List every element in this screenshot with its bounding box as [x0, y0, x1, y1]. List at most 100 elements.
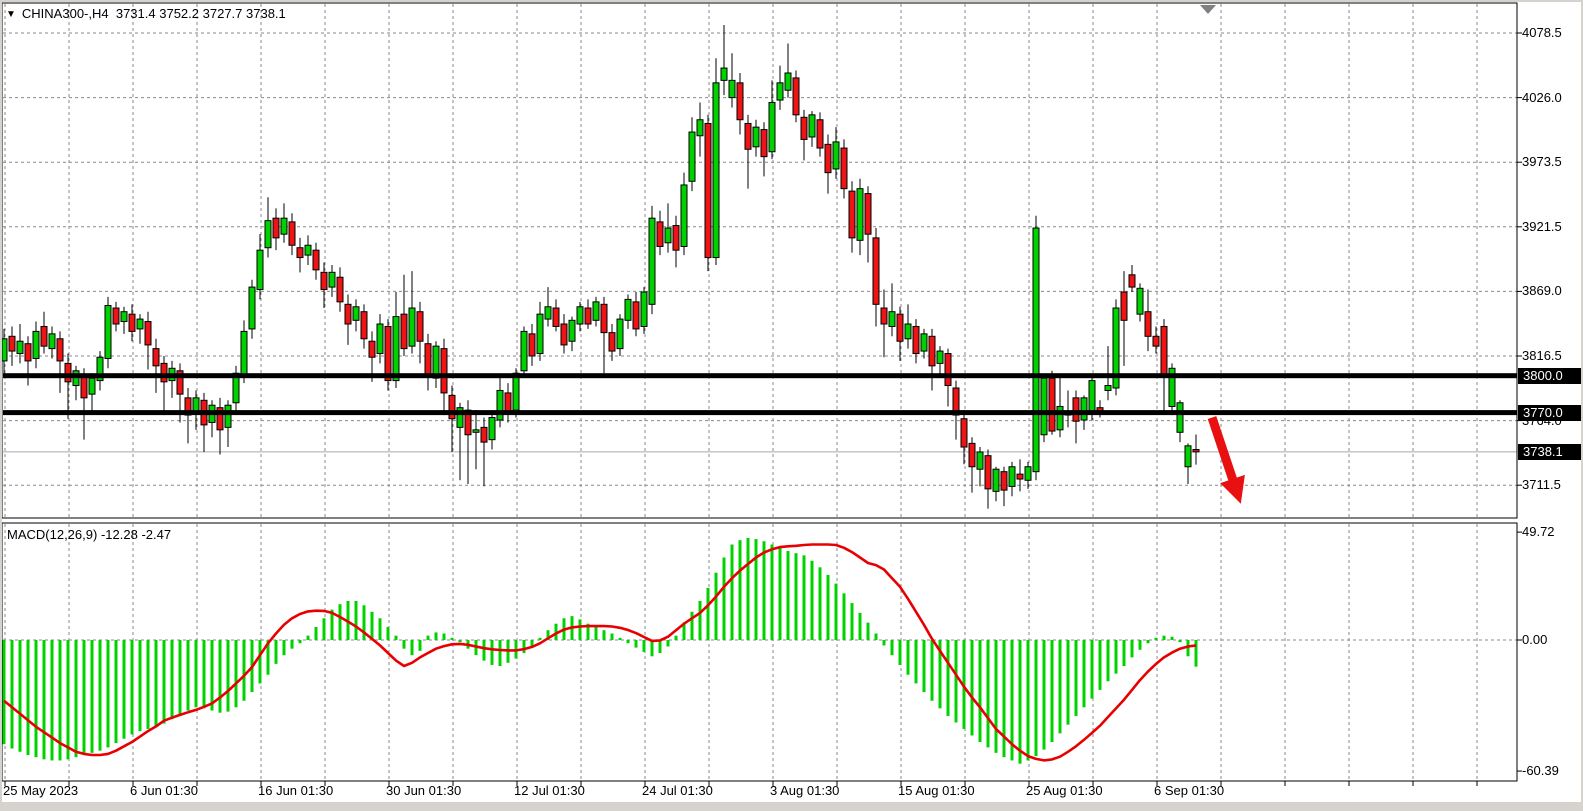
candlestick[interactable]: [40, 325, 48, 347]
candlestick[interactable]: [328, 271, 336, 288]
candlestick[interactable]: [536, 313, 544, 355]
candlestick[interactable]: [1056, 405, 1064, 431]
candlestick[interactable]: [1168, 367, 1176, 407]
candlestick[interactable]: [760, 129, 768, 158]
chart-shift-marker-icon[interactable]: [1200, 5, 1216, 14]
candlestick[interactable]: [400, 313, 408, 350]
candlestick[interactable]: [672, 225, 680, 251]
candlestick[interactable]: [480, 426, 488, 443]
candlestick[interactable]: [368, 340, 376, 358]
candlestick[interactable]: [920, 333, 928, 352]
candlestick[interactable]: [112, 307, 120, 325]
trend-arrow-head[interactable]: [1220, 474, 1245, 504]
candlestick[interactable]: [1104, 385, 1112, 391]
candlestick[interactable]: [256, 249, 264, 291]
candlestick[interactable]: [176, 370, 184, 395]
candlestick[interactable]: [512, 372, 520, 411]
candlestick[interactable]: [128, 313, 136, 332]
symbol-dropdown-icon[interactable]: ▼: [6, 9, 16, 20]
horizontal-line-object[interactable]: [3, 410, 1517, 416]
candlestick[interactable]: [896, 313, 904, 342]
candlestick[interactable]: [304, 244, 312, 256]
candlestick[interactable]: [616, 318, 624, 350]
candlestick[interactable]: [1184, 445, 1192, 468]
candlestick[interactable]: [336, 276, 344, 303]
candlestick[interactable]: [968, 442, 976, 468]
candlestick[interactable]: [1136, 287, 1144, 315]
candlestick[interactable]: [808, 114, 816, 138]
candlestick[interactable]: [528, 333, 536, 357]
candlestick[interactable]: [1032, 227, 1040, 473]
candlestick[interactable]: [216, 407, 224, 431]
candlestick[interactable]: [912, 325, 920, 355]
symbol-readout[interactable]: ▼ CHINA300-,H4 3731.4 3752.2 3727.7 3738.…: [6, 6, 286, 21]
candlestick[interactable]: [832, 141, 840, 170]
candlestick[interactable]: [712, 82, 720, 259]
candlestick[interactable]: [680, 184, 688, 247]
candlestick[interactable]: [496, 389, 504, 421]
candlestick[interactable]: [8, 335, 16, 352]
candlestick[interactable]: [264, 220, 272, 249]
candlestick[interactable]: [1016, 473, 1024, 480]
candlestick[interactable]: [592, 301, 600, 321]
candlestick[interactable]: [1080, 397, 1088, 421]
candlestick[interactable]: [32, 330, 40, 359]
candlestick[interactable]: [288, 221, 296, 246]
candlestick[interactable]: [136, 318, 144, 330]
candlestick[interactable]: [800, 116, 808, 140]
candlestick[interactable]: [784, 72, 792, 91]
candlestick[interactable]: [104, 305, 112, 359]
candlestick[interactable]: [904, 323, 912, 340]
candlestick[interactable]: [888, 311, 896, 327]
candlestick[interactable]: [312, 249, 320, 271]
candlestick[interactable]: [880, 307, 888, 325]
candlestick[interactable]: [448, 394, 456, 420]
candlestick[interactable]: [600, 303, 608, 334]
candlestick[interactable]: [608, 332, 616, 352]
candlestick[interactable]: [88, 377, 96, 395]
candlestick[interactable]: [520, 330, 528, 372]
candlestick[interactable]: [976, 451, 984, 470]
candlestick[interactable]: [80, 375, 88, 399]
candlestick[interactable]: [504, 392, 512, 414]
candlestick[interactable]: [816, 119, 824, 149]
candlestick[interactable]: [1160, 325, 1168, 377]
candlestick[interactable]: [48, 333, 56, 350]
candlestick[interactable]: [280, 217, 288, 235]
candlestick[interactable]: [824, 143, 832, 174]
candlestick[interactable]: [664, 227, 672, 244]
candlestick[interactable]: [152, 348, 160, 367]
candlestick[interactable]: [120, 311, 128, 323]
candlestick[interactable]: [936, 350, 944, 364]
candlestick[interactable]: [224, 404, 232, 428]
candlestick[interactable]: [1120, 291, 1128, 321]
candlestick[interactable]: [744, 122, 752, 150]
candlestick[interactable]: [928, 335, 936, 367]
candlestick[interactable]: [872, 237, 880, 305]
candlestick[interactable]: [584, 307, 592, 325]
candlestick[interactable]: [688, 131, 696, 182]
candlestick[interactable]: [160, 362, 168, 383]
candlestick[interactable]: [728, 79, 736, 99]
candlestick[interactable]: [632, 301, 640, 330]
candlestick[interactable]: [776, 82, 784, 101]
candlestick[interactable]: [752, 126, 760, 148]
candlestick[interactable]: [768, 102, 776, 153]
candlestick[interactable]: [552, 307, 560, 327]
candlestick[interactable]: [656, 221, 664, 247]
candlestick[interactable]: [272, 217, 280, 239]
candlestick[interactable]: [984, 455, 992, 490]
candlestick[interactable]: [792, 77, 800, 116]
candlestick[interactable]: [16, 340, 24, 355]
candlestick[interactable]: [856, 188, 864, 241]
candlestick[interactable]: [736, 82, 744, 121]
horizontal-line-object[interactable]: [3, 373, 1517, 379]
trend-arrow-shaft[interactable]: [1207, 416, 1239, 487]
candlestick[interactable]: [352, 306, 360, 321]
candlestick[interactable]: [424, 343, 432, 377]
candlestick[interactable]: [472, 429, 480, 433]
candlestick[interactable]: [344, 303, 352, 325]
candlestick[interactable]: [864, 193, 872, 235]
candlestick[interactable]: [640, 291, 648, 327]
